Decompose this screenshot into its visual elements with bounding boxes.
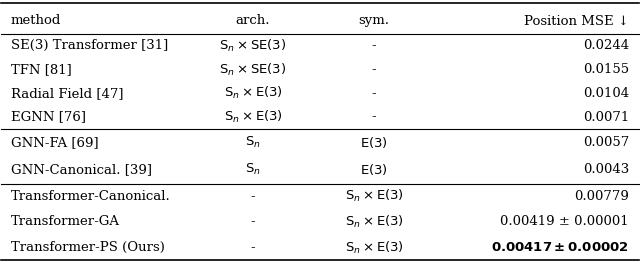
Text: GNN-FA [69]: GNN-FA [69] <box>11 136 99 149</box>
Text: $\mathrm{S}_n \times \mathrm{SE}(3)$: $\mathrm{S}_n \times \mathrm{SE}(3)$ <box>220 62 287 78</box>
Text: $\mathrm{S}_n \times \mathrm{E}(3)$: $\mathrm{S}_n \times \mathrm{E}(3)$ <box>345 240 404 256</box>
Text: $\mathbf{0.00417 \pm 0.00002}$: $\mathbf{0.00417 \pm 0.00002}$ <box>492 241 629 254</box>
Text: -: - <box>251 215 255 229</box>
Text: TFN [81]: TFN [81] <box>11 63 72 76</box>
Text: SE(3) Transformer [31]: SE(3) Transformer [31] <box>11 39 168 52</box>
Text: -: - <box>372 87 376 100</box>
Text: $\mathrm{S}_n \times \mathrm{E}(3)$: $\mathrm{S}_n \times \mathrm{E}(3)$ <box>345 214 404 230</box>
Text: $\mathrm{S}_n \times \mathrm{SE}(3)$: $\mathrm{S}_n \times \mathrm{SE}(3)$ <box>220 38 287 54</box>
Text: $\mathrm{E}(3)$: $\mathrm{E}(3)$ <box>360 162 388 177</box>
Text: Position MSE ↓: Position MSE ↓ <box>524 14 629 27</box>
Text: Radial Field [47]: Radial Field [47] <box>11 87 124 100</box>
Text: $\mathrm{S}_n$: $\mathrm{S}_n$ <box>245 162 261 178</box>
Text: $\mathrm{S}_n \times \mathrm{E}(3)$: $\mathrm{S}_n \times \mathrm{E}(3)$ <box>223 109 283 125</box>
Text: $\mathrm{E}(3)$: $\mathrm{E}(3)$ <box>360 135 388 150</box>
Text: 0.00779: 0.00779 <box>574 190 629 203</box>
Text: sym.: sym. <box>358 14 390 27</box>
Text: -: - <box>372 63 376 76</box>
Text: -: - <box>372 110 376 124</box>
Text: 0.0244: 0.0244 <box>583 39 629 52</box>
Text: -: - <box>372 39 376 52</box>
Text: 0.0155: 0.0155 <box>583 63 629 76</box>
Text: method: method <box>11 14 61 27</box>
Text: 0.0104: 0.0104 <box>583 87 629 100</box>
Text: $\mathrm{S}_n \times \mathrm{E}(3)$: $\mathrm{S}_n \times \mathrm{E}(3)$ <box>223 85 283 101</box>
Text: Transformer-GA: Transformer-GA <box>11 215 120 229</box>
Text: 0.00419 ± 0.00001: 0.00419 ± 0.00001 <box>500 215 629 229</box>
Text: -: - <box>251 241 255 254</box>
Text: $\mathrm{S}_n \times \mathrm{E}(3)$: $\mathrm{S}_n \times \mathrm{E}(3)$ <box>345 188 404 204</box>
Text: 0.0043: 0.0043 <box>583 163 629 176</box>
Text: arch.: arch. <box>236 14 270 27</box>
Text: EGNN [76]: EGNN [76] <box>11 110 86 124</box>
Text: $\mathrm{S}_n$: $\mathrm{S}_n$ <box>245 135 261 150</box>
Text: -: - <box>251 190 255 203</box>
Text: Transformer-Canonical.: Transformer-Canonical. <box>11 190 171 203</box>
Text: GNN-Canonical. [39]: GNN-Canonical. [39] <box>11 163 152 176</box>
Text: 0.0057: 0.0057 <box>583 136 629 149</box>
Text: 0.0071: 0.0071 <box>583 110 629 124</box>
Text: Transformer-PS (Ours): Transformer-PS (Ours) <box>11 241 165 254</box>
